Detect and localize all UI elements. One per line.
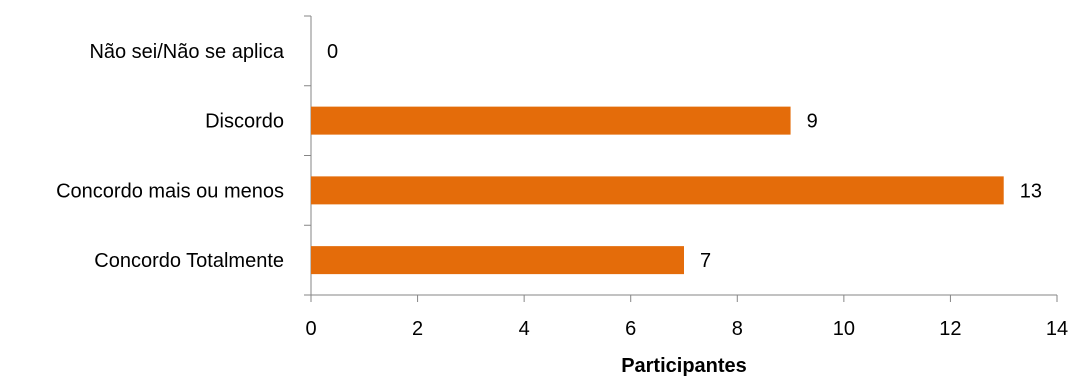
bar (311, 246, 684, 275)
value-tick-label: 0 (305, 318, 316, 340)
value-tick-label: 2 (412, 318, 423, 340)
data-label: 0 (327, 41, 338, 63)
x-axis-title: Participantes (621, 355, 747, 377)
value-tick-label: 6 (625, 318, 636, 340)
data-labels: 0 9 13 7 (327, 41, 1042, 272)
data-label: 13 (1020, 180, 1042, 202)
bars (311, 106, 1004, 275)
value-tick-label: 8 (732, 318, 743, 340)
category-label: Concordo Totalmente (94, 250, 284, 272)
data-label: 7 (700, 250, 711, 272)
value-tick-label: 14 (1046, 318, 1068, 340)
category-label: Não sei/Não se aplica (89, 41, 284, 63)
value-tick-label: 12 (939, 318, 961, 340)
category-label: Discordo (205, 111, 284, 133)
category-label: Concordo mais ou menos (56, 180, 284, 202)
category-axis (304, 15, 312, 296)
value-ticks: 0 2 4 6 8 10 12 14 (305, 295, 1068, 340)
data-label: 9 (807, 111, 818, 133)
bar (311, 106, 791, 135)
category-labels: Não sei/Não se aplica Discordo Concordo ma… (56, 41, 285, 272)
value-tick-label: 4 (519, 318, 530, 340)
bar (311, 176, 1004, 205)
value-tick-label: 10 (833, 318, 855, 340)
